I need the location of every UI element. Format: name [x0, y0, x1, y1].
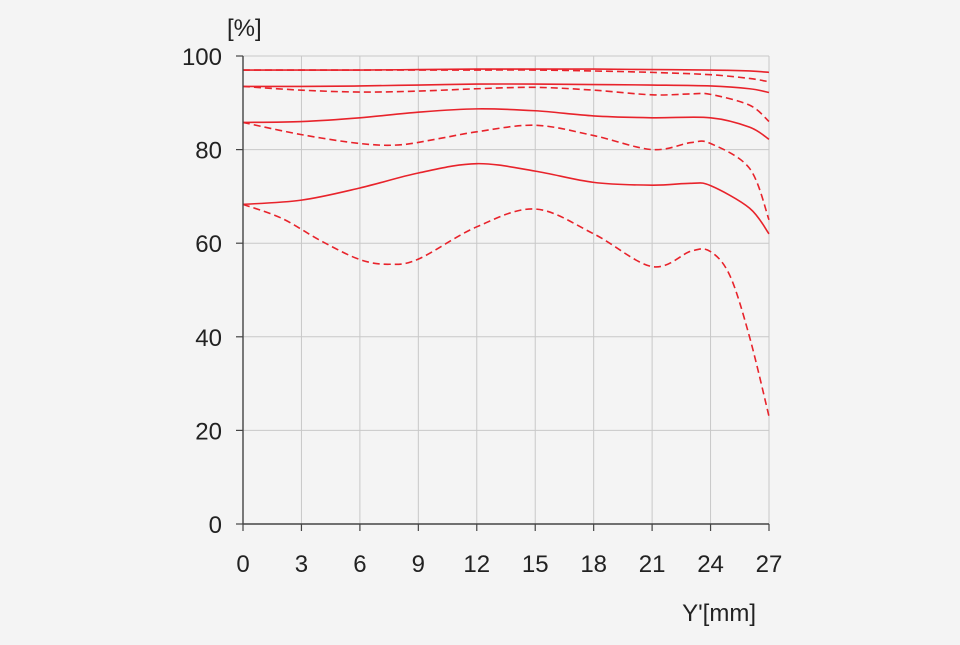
x-tick-label: 15 [522, 551, 549, 578]
tick-labels: 0 3 6 9 12 15 18 21 24 27 0 20 40 60 80 100 [182, 44, 782, 578]
x-tick-label: 0 [236, 551, 249, 578]
series-layer [242, 68, 770, 417]
series-6-dashed-line [242, 121, 770, 221]
y-tick-label: 100 [182, 44, 222, 71]
series-4-dashed-line [242, 85, 770, 123]
series-5-solid-line [242, 108, 770, 140]
x-tick-label: 3 [295, 551, 308, 578]
y-tick-label: 80 [195, 138, 222, 165]
y-tick-label: 0 [209, 512, 222, 539]
x-tick-label: 18 [580, 551, 607, 578]
y-tick-label: 40 [195, 325, 222, 352]
x-tick-label: 9 [412, 551, 425, 578]
y-axis-label: [%] [227, 15, 262, 42]
series-8-dashed-line [242, 203, 770, 417]
series-2-dashed-line [243, 69, 770, 83]
series-3-solid-line [242, 83, 770, 94]
x-tick-label: 21 [639, 551, 666, 578]
x-tick-label: 12 [463, 551, 490, 578]
x-axis-label: Y'[mm] [682, 600, 756, 627]
y-tick-label: 20 [195, 418, 222, 445]
y-tick-label: 60 [195, 231, 222, 258]
axes [242, 56, 769, 525]
x-tick-label: 6 [353, 551, 366, 578]
grid [243, 55, 770, 524]
x-tick-label: 27 [756, 551, 783, 578]
x-tick-label: 24 [697, 551, 724, 578]
series-7-solid-line [242, 162, 770, 235]
